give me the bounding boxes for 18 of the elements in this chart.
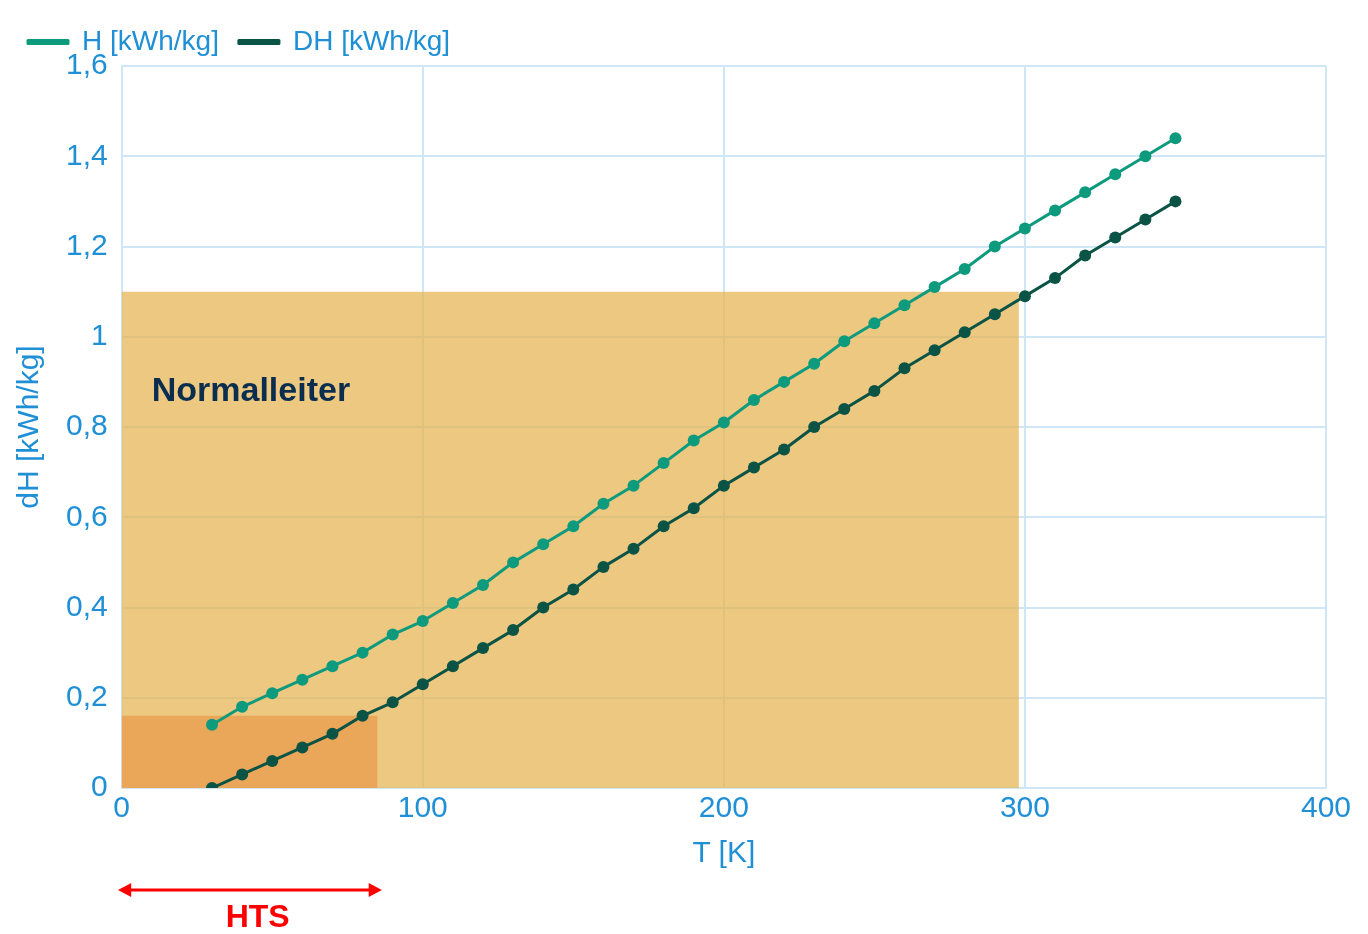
y-tick-label: 1: [91, 318, 108, 352]
x-tick-label: 300: [999, 790, 1050, 824]
y-axis-title: dH [kWh/kg]: [11, 345, 45, 509]
annotation: Normalleiter: [151, 370, 351, 408]
x-tick-label: 0: [113, 790, 131, 824]
x-tick-label: 200: [698, 790, 749, 824]
y-tick-label: 0,8: [65, 408, 108, 442]
legend-label: DH [kWh/kg]: [292, 24, 451, 56]
y-tick-label: 0: [91, 769, 108, 803]
y-tick-label: 1,4: [65, 137, 108, 171]
y-tick-label: 0,4: [65, 588, 108, 622]
y-tick-label: 0,2: [65, 679, 108, 713]
y-tick-label: 1,2: [65, 227, 108, 261]
x-tick-label: 400: [1300, 790, 1352, 824]
x-tick-label: 100: [397, 790, 448, 824]
y-tick-label: 0,6: [65, 498, 108, 532]
text: HTS: [225, 897, 290, 934]
x-axis-title: T [K]: [692, 835, 756, 869]
